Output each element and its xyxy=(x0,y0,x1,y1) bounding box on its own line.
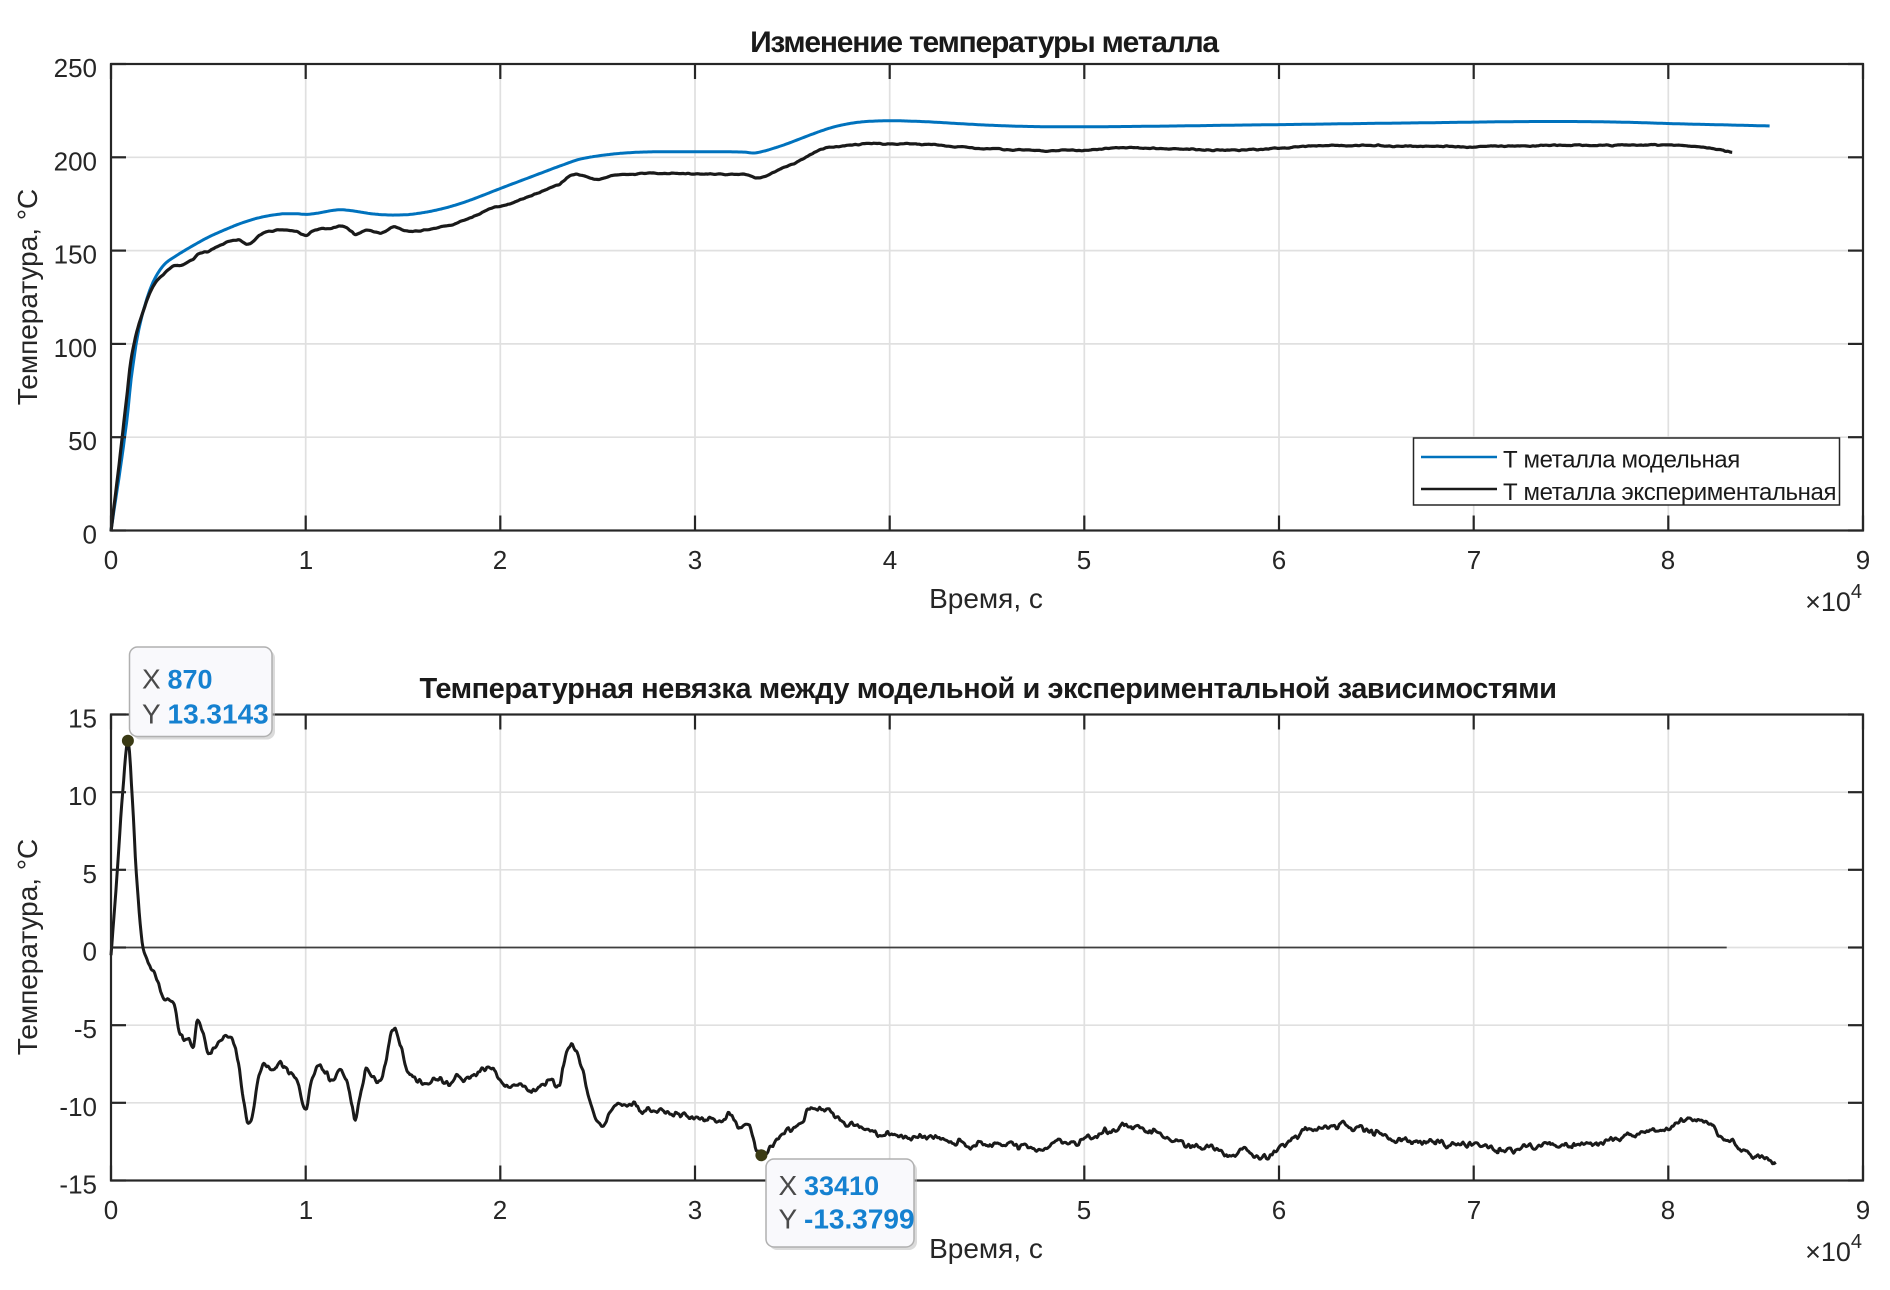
svg-text:5: 5 xyxy=(1077,545,1091,575)
svg-text:-5: -5 xyxy=(74,1014,97,1044)
svg-text:150: 150 xyxy=(54,240,97,270)
svg-text:-13.3799: -13.3799 xyxy=(804,1204,915,1235)
svg-text:1: 1 xyxy=(299,545,313,575)
svg-text:7: 7 xyxy=(1467,1195,1481,1225)
svg-text:Т металла модельная: Т металла модельная xyxy=(1503,447,1740,474)
svg-text:0: 0 xyxy=(104,545,118,575)
svg-text:100: 100 xyxy=(54,333,97,363)
svg-text:X: X xyxy=(142,664,161,695)
svg-text:0: 0 xyxy=(83,520,97,550)
svg-text:Изменение температуры металла: Изменение температуры металла xyxy=(750,26,1219,59)
svg-text:13.3143: 13.3143 xyxy=(168,699,269,730)
svg-text:8: 8 xyxy=(1661,1195,1675,1225)
svg-text:9: 9 xyxy=(1856,1195,1870,1225)
svg-text:Температура, °C: Температура, °C xyxy=(12,189,43,406)
svg-text:8: 8 xyxy=(1661,545,1675,575)
svg-text:4: 4 xyxy=(883,545,897,575)
svg-text:7: 7 xyxy=(1467,545,1481,575)
svg-text:50: 50 xyxy=(68,426,97,456)
svg-text:0: 0 xyxy=(104,1195,118,1225)
svg-text:Время, с: Время, с xyxy=(929,583,1043,614)
svg-text:5: 5 xyxy=(1077,1195,1091,1225)
svg-text:3: 3 xyxy=(688,1195,702,1225)
svg-text:0: 0 xyxy=(83,937,97,967)
svg-text:870: 870 xyxy=(168,665,213,695)
svg-text:Y: Y xyxy=(142,699,161,730)
svg-text:250: 250 xyxy=(54,53,97,83)
svg-text:3: 3 xyxy=(688,545,702,575)
svg-text:6: 6 xyxy=(1272,545,1286,575)
svg-text:33410: 33410 xyxy=(804,1171,879,1201)
svg-text:Время, с: Время, с xyxy=(929,1233,1043,1264)
svg-text:10: 10 xyxy=(68,781,97,811)
svg-text:1: 1 xyxy=(299,1195,313,1225)
svg-text:X: X xyxy=(779,1170,798,1201)
svg-text:5: 5 xyxy=(83,859,97,889)
svg-text:Y: Y xyxy=(779,1204,798,1235)
svg-text:2: 2 xyxy=(493,545,507,575)
svg-text:15: 15 xyxy=(68,704,97,734)
svg-text:6: 6 xyxy=(1272,1195,1286,1225)
svg-text:-15: -15 xyxy=(59,1170,97,1200)
svg-text:-10: -10 xyxy=(59,1092,97,1122)
svg-text:Температурная невязка между мо: Температурная невязка между модельной и … xyxy=(420,673,1557,705)
svg-text:Температура, °C: Температура, °C xyxy=(12,839,43,1056)
svg-text:Т металла экспериментальная: Т металла экспериментальная xyxy=(1503,479,1836,506)
svg-text:2: 2 xyxy=(493,1195,507,1225)
svg-text:9: 9 xyxy=(1856,545,1870,575)
svg-text:200: 200 xyxy=(54,146,97,176)
